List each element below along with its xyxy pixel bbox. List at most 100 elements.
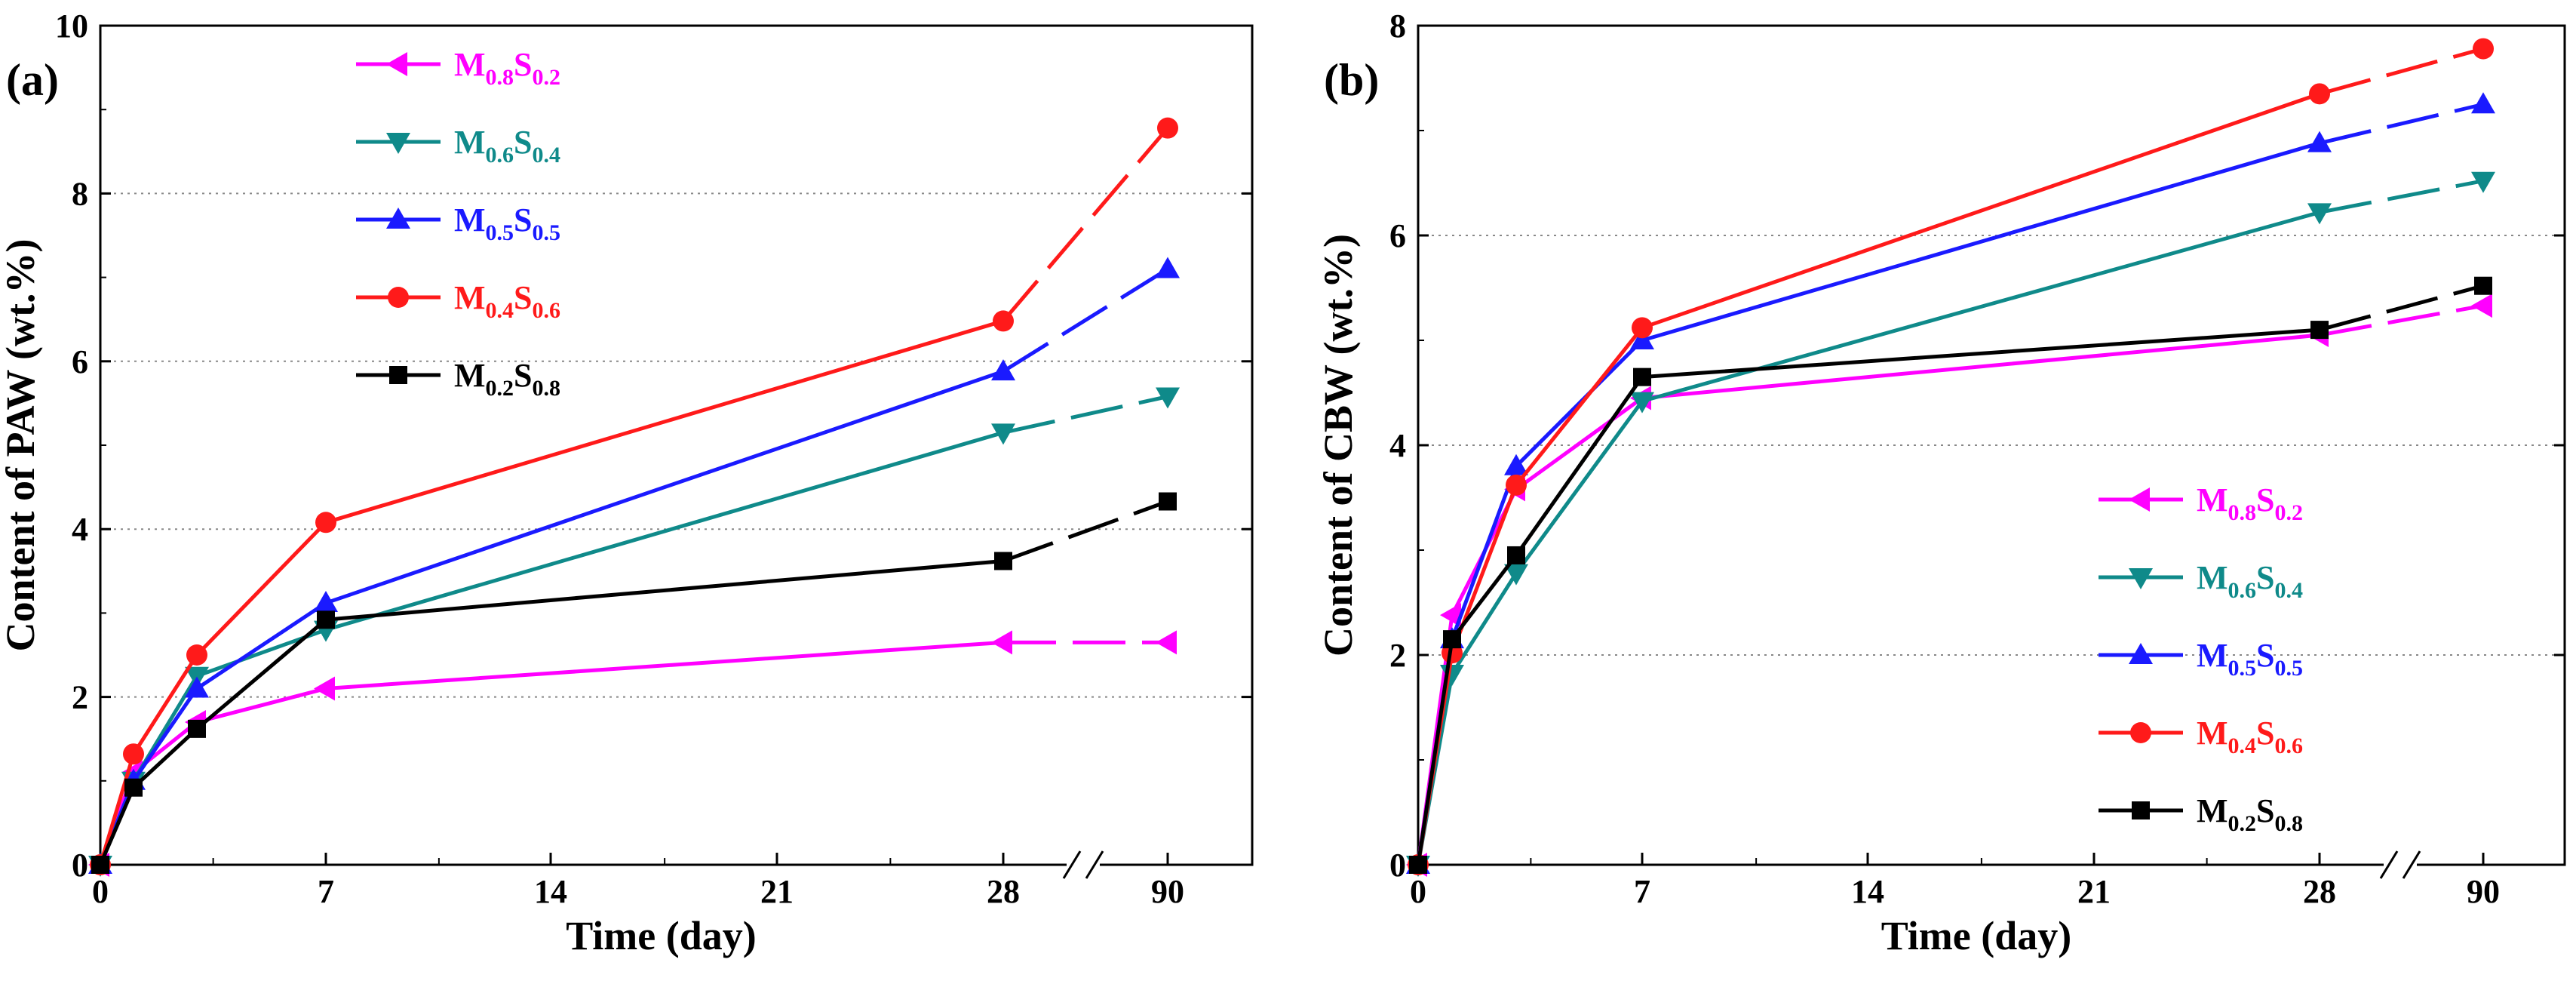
data-point	[2307, 203, 2332, 225]
legend-label: M0.4S0.6	[2197, 715, 2303, 758]
y-tick-label: 0	[72, 847, 88, 884]
data-point	[1156, 257, 1180, 278]
x-tick-label: 14	[1851, 873, 1884, 910]
data-point	[123, 743, 144, 765]
series-line	[1416, 327, 2320, 866]
data-point	[185, 676, 209, 698]
axis-break-mark	[2402, 850, 2421, 879]
y-tick-label: 4	[1389, 427, 1406, 464]
x-tick-label: 14	[534, 873, 567, 910]
data-point	[1159, 492, 1177, 511]
data-point	[186, 644, 207, 666]
y-tick-label: 6	[72, 343, 88, 380]
series-M0.8S0.2	[1406, 294, 2492, 877]
panel-label: (b)	[1324, 55, 1379, 105]
series-line-dashed	[2319, 284, 2484, 332]
data-point	[991, 630, 1012, 655]
y-tick-label: 2	[72, 679, 88, 716]
legend-item: M0.6S0.4	[2099, 559, 2303, 603]
data-point	[2471, 171, 2495, 193]
legend-marker	[2129, 643, 2153, 664]
axis-break-mark	[1085, 850, 1104, 879]
data-point	[2473, 38, 2494, 60]
data-point	[1443, 630, 1461, 649]
data-point	[1409, 856, 1427, 874]
data-point	[1633, 367, 1651, 386]
series-line-dashed	[1002, 395, 1168, 435]
series-line	[98, 369, 1004, 866]
axis-break-mark	[2379, 850, 2399, 879]
series-line	[1416, 211, 2320, 866]
legend-item: M0.4S0.6	[2099, 715, 2303, 758]
series-line-dashed	[1002, 267, 1169, 374]
legend-marker	[388, 287, 409, 308]
data-point	[1630, 392, 1654, 414]
x-tick-label: 7	[318, 873, 334, 910]
series-line-dashed	[2319, 179, 2484, 214]
data-point	[1504, 454, 1528, 475]
chart-panel-b: 0 2 4 6 8 0 7 14 21 28 90 Time (day) Content of CBW …	[1316, 8, 2566, 958]
x-tick-label: 21	[2077, 873, 2111, 910]
legend-label: M0.8S0.2	[2197, 481, 2303, 525]
x-tick-label: 0	[1410, 873, 1426, 910]
data-point	[1507, 546, 1525, 564]
y-axis-title: Content of CBW (wt.%)	[1316, 234, 1361, 657]
legend-marker	[386, 52, 407, 76]
legend-label: M0.6S0.4	[2197, 559, 2303, 603]
series-M0.4S0.6	[1408, 38, 2494, 875]
series-line	[98, 430, 1004, 866]
legend-marker	[2129, 487, 2150, 512]
data-point	[317, 610, 335, 629]
legend-marker	[386, 133, 410, 154]
legend-item: M0.8S0.2	[356, 46, 560, 90]
y-tick-label: 8	[72, 175, 88, 212]
data-point	[2474, 276, 2492, 295]
x-tick-label: 7	[1634, 873, 1650, 910]
data-point	[1156, 630, 1177, 655]
data-point	[994, 552, 1012, 570]
chart-panel-a: 0 2 4 6 8 10 0 7 14 21 28 90 Time (day) Content of PA…	[0, 8, 1254, 958]
x-tick-label: 90	[2467, 873, 2500, 910]
series-M0.2S0.8	[91, 492, 1177, 874]
legend-label: M0.2S0.8	[2197, 792, 2303, 836]
data-point	[2471, 92, 2495, 114]
data-point	[993, 310, 1014, 332]
data-point	[2309, 83, 2330, 105]
x-tick-label: 90	[1151, 873, 1184, 910]
data-point	[188, 719, 206, 738]
data-point	[124, 778, 143, 797]
y-tick-label: 2	[1389, 637, 1406, 674]
x-tick-label: 21	[760, 873, 794, 910]
legend-item: M0.5S0.5	[356, 201, 560, 245]
x-axis-title: Time (day)	[1881, 913, 2072, 958]
series-line	[98, 640, 1004, 866]
legend-label: M0.5S0.5	[454, 201, 560, 245]
plot-frame	[99, 24, 1254, 866]
series-M0.6S0.4	[1406, 171, 2495, 877]
legend-label: M0.8S0.2	[454, 46, 560, 90]
series-line	[1416, 333, 2320, 866]
legend: M0.8S0.2 M0.6S0.4 M0.5S0.5 M0.4S0.6 M0.2S0.8	[356, 46, 560, 401]
legend-label: M0.6S0.4	[454, 124, 560, 168]
data-point	[2471, 294, 2492, 318]
series-M0.5S0.5	[88, 257, 1180, 874]
data-point	[991, 423, 1015, 445]
legend-item: M0.4S0.6	[356, 279, 560, 323]
legend-label: M0.2S0.8	[454, 357, 560, 401]
x-tick-label: 0	[92, 873, 109, 910]
series-line-dashed	[2319, 303, 2484, 337]
data-point	[1504, 564, 1528, 586]
data-point	[1506, 474, 1527, 496]
legend-label: M0.5S0.5	[2197, 637, 2303, 681]
x-tick-label: 28	[987, 873, 1020, 910]
series-M0.6S0.4	[88, 387, 1180, 877]
legend-item: M0.5S0.5	[2099, 637, 2303, 681]
y-tick-label: 8	[1389, 8, 1406, 45]
series-line	[98, 319, 1004, 866]
legend-item: M0.2S0.8	[356, 357, 560, 401]
legend-marker	[2130, 722, 2151, 743]
legend-marker	[2129, 568, 2153, 589]
data-point	[1630, 328, 1654, 349]
series-line-dashed	[2319, 47, 2484, 96]
